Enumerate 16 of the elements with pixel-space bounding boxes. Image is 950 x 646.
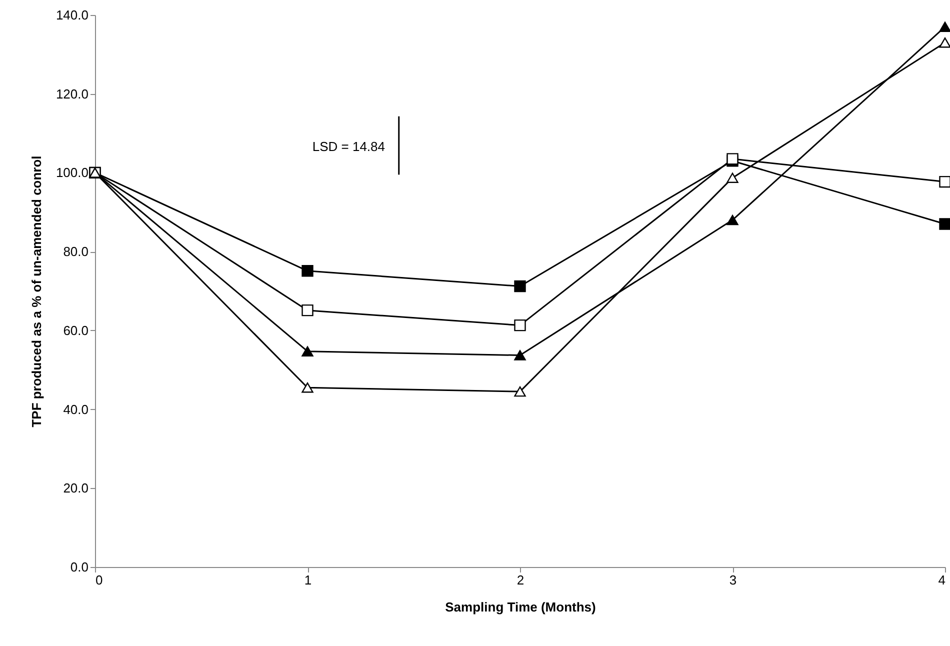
y-tick-label: 80.0 bbox=[63, 244, 88, 260]
x-tick-label: 2 bbox=[516, 572, 524, 588]
y-tick-label: 140.0 bbox=[56, 8, 88, 22]
y-tick-label: 120.0 bbox=[56, 86, 88, 102]
y-axis-title: TPF produced as a % of un-amended conrol bbox=[28, 156, 44, 428]
x-tick-label: 4 bbox=[938, 572, 946, 588]
y-tick-label: 40.0 bbox=[63, 402, 88, 417]
x-tick-label: 0 bbox=[96, 572, 103, 588]
y-tick-label: 20.0 bbox=[63, 480, 88, 496]
y-tick-label: 60.0 bbox=[63, 322, 88, 338]
annotation: LSD = 14.84 bbox=[312, 139, 385, 154]
y-tick-label: 100.0 bbox=[56, 165, 88, 180]
y-tick-label: 0.0 bbox=[70, 560, 88, 574]
x-axis-title: Sampling Time (Months) bbox=[445, 600, 596, 614]
x-tick-label: 1 bbox=[304, 572, 312, 588]
x-tick-label: 3 bbox=[729, 572, 737, 588]
